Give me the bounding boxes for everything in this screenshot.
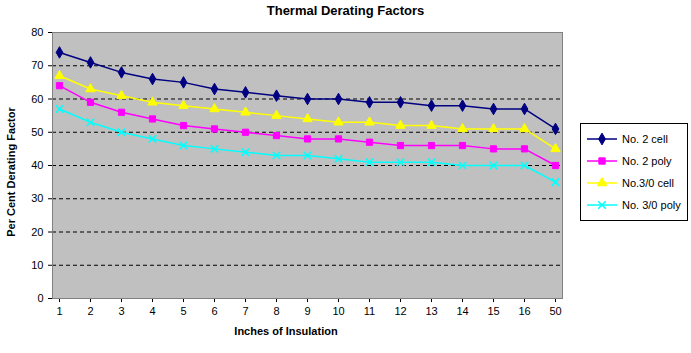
svg-text:20: 20 bbox=[31, 226, 43, 238]
svg-text:15: 15 bbox=[487, 305, 499, 317]
html-text:No. 2 poly: No. 2 poly bbox=[622, 155, 672, 167]
svg-text:60: 60 bbox=[31, 93, 43, 105]
svg-text:7: 7 bbox=[242, 305, 248, 317]
html-text:Thermal Derating Factors: Thermal Derating Factors bbox=[266, 3, 425, 18]
svg-text:40: 40 bbox=[31, 159, 43, 171]
svg-text:80: 80 bbox=[31, 26, 43, 38]
html-text:Per Cent Derating Factor: Per Cent Derating Factor bbox=[5, 107, 17, 237]
svg-text:2: 2 bbox=[87, 305, 93, 317]
svg-text:9: 9 bbox=[304, 305, 310, 317]
svg-text:16: 16 bbox=[518, 305, 530, 317]
svg-text:50: 50 bbox=[31, 126, 43, 138]
svg-text:1: 1 bbox=[56, 305, 62, 317]
svg-text:11: 11 bbox=[364, 305, 375, 317]
svg-text:3: 3 bbox=[118, 305, 124, 317]
svg-text:14: 14 bbox=[456, 305, 468, 317]
svg-text:30: 30 bbox=[31, 192, 43, 204]
svg-text:5: 5 bbox=[180, 305, 186, 317]
svg-text:6: 6 bbox=[211, 305, 217, 317]
html-text:No.3/0 cell: No.3/0 cell bbox=[622, 177, 674, 189]
svg-text:50: 50 bbox=[549, 305, 561, 317]
svg-text:13: 13 bbox=[425, 305, 437, 317]
svg-text:10: 10 bbox=[332, 305, 344, 317]
html-text:No. 2 cell: No. 2 cell bbox=[622, 133, 668, 145]
html-text:Inches of Insulation: Inches of Insulation bbox=[234, 325, 338, 337]
svg-text:10: 10 bbox=[31, 259, 43, 271]
svg-text:12: 12 bbox=[394, 305, 406, 317]
svg-text:8: 8 bbox=[273, 305, 279, 317]
svg-text:4: 4 bbox=[149, 305, 155, 317]
svg-text:0: 0 bbox=[37, 292, 43, 304]
html-text:No. 3/0 poly: No. 3/0 poly bbox=[622, 199, 681, 211]
svg-text:70: 70 bbox=[31, 59, 43, 71]
